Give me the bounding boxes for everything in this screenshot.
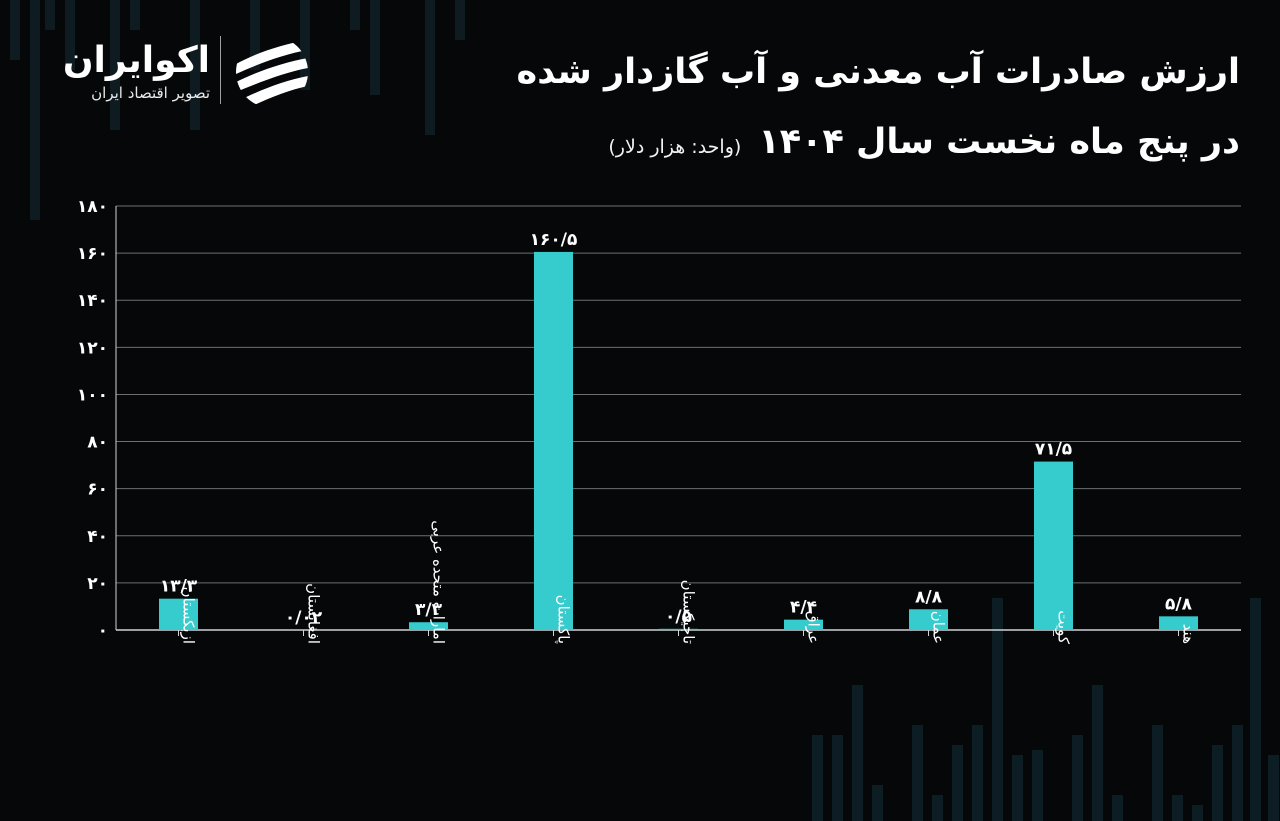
- bar: [1034, 461, 1073, 630]
- deco-candle: [455, 0, 465, 40]
- deco-candle: [1072, 735, 1083, 821]
- deco-candle: [130, 0, 140, 30]
- data-label: ۱۳/۳: [160, 577, 198, 597]
- deco-candle: [110, 0, 120, 130]
- y-tick-label: ۱۸۰: [77, 197, 108, 217]
- bar: [659, 628, 698, 630]
- deco-candle: [1232, 725, 1243, 821]
- data-label: ۰/۵: [665, 607, 692, 627]
- deco-candle: [1268, 755, 1279, 821]
- x-tick-label: عراق: [805, 611, 823, 644]
- deco-candle: [350, 0, 360, 30]
- y-tick-label: ۰: [98, 621, 108, 641]
- deco-candle: [300, 0, 310, 90]
- x-tick-label: کویت: [1055, 610, 1073, 645]
- bar: [409, 622, 448, 630]
- logo-divider: [220, 36, 221, 104]
- deco-candle: [250, 0, 260, 70]
- data-label: ۱۶۰/۵: [530, 230, 578, 250]
- x-tick-label: عمان: [930, 611, 948, 644]
- bar: [1159, 616, 1198, 630]
- y-tick-label: ۱۶۰: [77, 244, 108, 264]
- data-label: ۳/۳: [415, 600, 443, 620]
- y-tick-label: ۱۰۰: [77, 385, 108, 405]
- deco-candle: [1032, 750, 1043, 821]
- deco-candle: [10, 0, 20, 60]
- data-label: ۷۱/۵: [1035, 440, 1072, 460]
- deco-candle: [190, 0, 200, 130]
- data-label: ۴/۴: [790, 598, 817, 618]
- deco-candle: [1172, 795, 1183, 821]
- deco-candle: [45, 0, 55, 30]
- x-tick-label: امارات متحده عربی: [430, 520, 448, 644]
- deco-candle: [952, 745, 963, 821]
- y-tick-label: ۸۰: [87, 433, 108, 453]
- deco-candle: [812, 735, 823, 821]
- brand-tagline: تصویر اقتصاد ایران: [91, 84, 210, 102]
- x-tick-label: ازبکستان: [180, 587, 198, 644]
- brand-name: اکوایران: [62, 40, 211, 81]
- deco-candle: [852, 685, 863, 821]
- deco-candle: [425, 0, 435, 135]
- y-tick-label: ۱۴۰: [77, 291, 108, 311]
- data-label: ۰/۰۲: [285, 608, 323, 628]
- deco-candle: [832, 735, 843, 821]
- x-tick-label: هند: [1180, 624, 1198, 644]
- y-tick-label: ۶۰: [87, 480, 108, 500]
- data-label: ۸/۸: [915, 587, 943, 607]
- deco-candle: [1092, 685, 1103, 821]
- deco-candle: [872, 785, 883, 821]
- deco-candle: [1192, 805, 1203, 821]
- x-tick-label: پاکستان: [554, 595, 573, 644]
- deco-candle: [1152, 725, 1163, 821]
- bar: [909, 609, 948, 630]
- deco-candle: [1012, 755, 1023, 821]
- deco-candle: [1112, 795, 1123, 821]
- deco-candle: [992, 598, 1003, 821]
- unit-note: (واحد: هزار دلار): [608, 136, 742, 158]
- y-tick-label: ۲۰: [87, 574, 108, 594]
- deco-candle: [370, 0, 380, 95]
- deco-candle: [972, 725, 983, 821]
- brand-logo: اکوایران تصویر اقتصاد ایران: [50, 32, 310, 112]
- bar: [159, 598, 198, 630]
- data-label: ۵/۸: [1165, 594, 1193, 614]
- deco-candle: [1250, 598, 1261, 821]
- deco-candle: [30, 0, 40, 220]
- chart-title-line1: ارزش صادرات آب معدنی و آب گازدار شده: [516, 52, 1240, 92]
- bar: [534, 251, 573, 630]
- chart-title-line2: در پنج ماه نخست سال ۱۴۰۴ (واحد: هزار دلا…: [608, 122, 1240, 162]
- x-tick-label: افغانستان: [305, 583, 323, 644]
- deco-candle: [65, 0, 75, 70]
- bar: [784, 619, 823, 630]
- chart-title-period: در پنج ماه نخست سال ۱۴۰۴: [758, 122, 1240, 162]
- deco-candle: [932, 795, 943, 821]
- deco-candle: [912, 725, 923, 821]
- y-tick-label: ۱۲۰: [77, 338, 108, 358]
- x-tick-label: تاجیکستان: [680, 580, 698, 644]
- swoosh-circle-icon: [236, 40, 308, 108]
- deco-candle: [1212, 745, 1223, 821]
- y-tick-label: ۴۰: [87, 527, 108, 547]
